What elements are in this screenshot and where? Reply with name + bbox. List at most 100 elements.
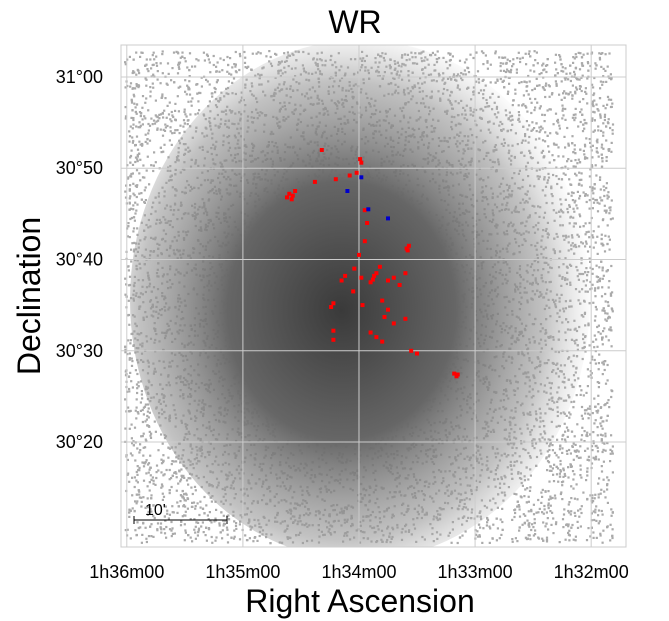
field-star [153, 420, 156, 423]
field-star [215, 70, 218, 73]
field-star [600, 233, 603, 236]
field-star [199, 506, 202, 509]
field-star [162, 116, 165, 119]
field-star [604, 435, 607, 438]
field-star [552, 480, 556, 483]
field-star [601, 427, 604, 430]
field-star [567, 503, 570, 506]
field-star [564, 78, 567, 81]
field-star [149, 454, 152, 457]
field-star [134, 201, 137, 204]
field-star [584, 156, 587, 159]
field-star [559, 55, 562, 58]
field-star [211, 95, 214, 98]
field-star [157, 449, 160, 452]
field-star [601, 277, 604, 280]
field-star [599, 188, 602, 191]
field-star [151, 123, 154, 126]
field-star [200, 76, 203, 79]
field-star [525, 106, 528, 109]
field-star [602, 75, 605, 78]
field-star [150, 432, 153, 435]
field-star [135, 51, 138, 54]
field-star [194, 489, 197, 492]
field-star [578, 68, 582, 71]
field-star [129, 371, 132, 374]
field-star [143, 176, 146, 179]
field-star [609, 209, 612, 212]
field-star [602, 460, 605, 463]
field-star [558, 448, 561, 451]
field-star [606, 401, 609, 404]
field-star [128, 197, 131, 200]
field-star [556, 467, 560, 470]
field-star [595, 275, 598, 278]
field-star [554, 523, 558, 526]
field-star [580, 389, 583, 392]
field-star [161, 134, 165, 137]
field-star [166, 512, 169, 515]
field-star [131, 476, 134, 479]
field-star [182, 505, 185, 508]
field-star [183, 514, 186, 517]
field-star [164, 97, 167, 100]
field-star [580, 76, 583, 79]
field-star [568, 178, 571, 181]
field-star [124, 115, 128, 118]
field-star [163, 473, 166, 476]
field-star [141, 118, 144, 121]
field-star [563, 422, 566, 425]
field-star [610, 150, 613, 153]
field-star [608, 248, 611, 251]
field-star [158, 113, 161, 116]
field-star [133, 194, 136, 197]
field-star [135, 417, 138, 420]
field-star [594, 164, 597, 167]
field-star [170, 535, 173, 538]
field-star [595, 338, 598, 341]
field-star [574, 443, 577, 446]
field-star [209, 519, 212, 522]
field-star [602, 185, 605, 188]
field-star [161, 93, 164, 96]
field-star [496, 527, 499, 530]
field-star [179, 56, 182, 59]
field-star [127, 406, 130, 409]
field-star [554, 74, 557, 77]
field-star [164, 123, 167, 126]
field-star [578, 194, 582, 198]
field-star [567, 509, 570, 513]
field-star [583, 127, 586, 130]
field-star [573, 144, 576, 147]
field-star [580, 405, 584, 409]
field-star [150, 494, 153, 497]
field-star [563, 472, 566, 476]
field-star [504, 70, 507, 74]
field-star [592, 340, 595, 343]
field-star [573, 57, 576, 60]
field-star [275, 53, 278, 56]
field-star [563, 76, 566, 79]
field-star [568, 416, 571, 419]
field-star [580, 184, 583, 187]
field-star [572, 478, 575, 481]
field-star [153, 58, 156, 61]
field-star [162, 495, 166, 498]
field-star [133, 71, 136, 74]
field-star [186, 66, 189, 69]
field-star [486, 60, 489, 63]
field-star [580, 178, 583, 181]
field-star [605, 335, 608, 338]
field-star [545, 540, 549, 543]
field-star [230, 73, 233, 76]
field-star [143, 189, 146, 192]
field-star [160, 151, 163, 154]
field-star [244, 66, 247, 69]
field-star [567, 525, 570, 528]
field-star [165, 468, 168, 472]
field-star [599, 534, 602, 537]
field-star [136, 203, 139, 206]
field-star [202, 531, 205, 534]
field-star [249, 528, 252, 531]
field-star [532, 513, 536, 516]
